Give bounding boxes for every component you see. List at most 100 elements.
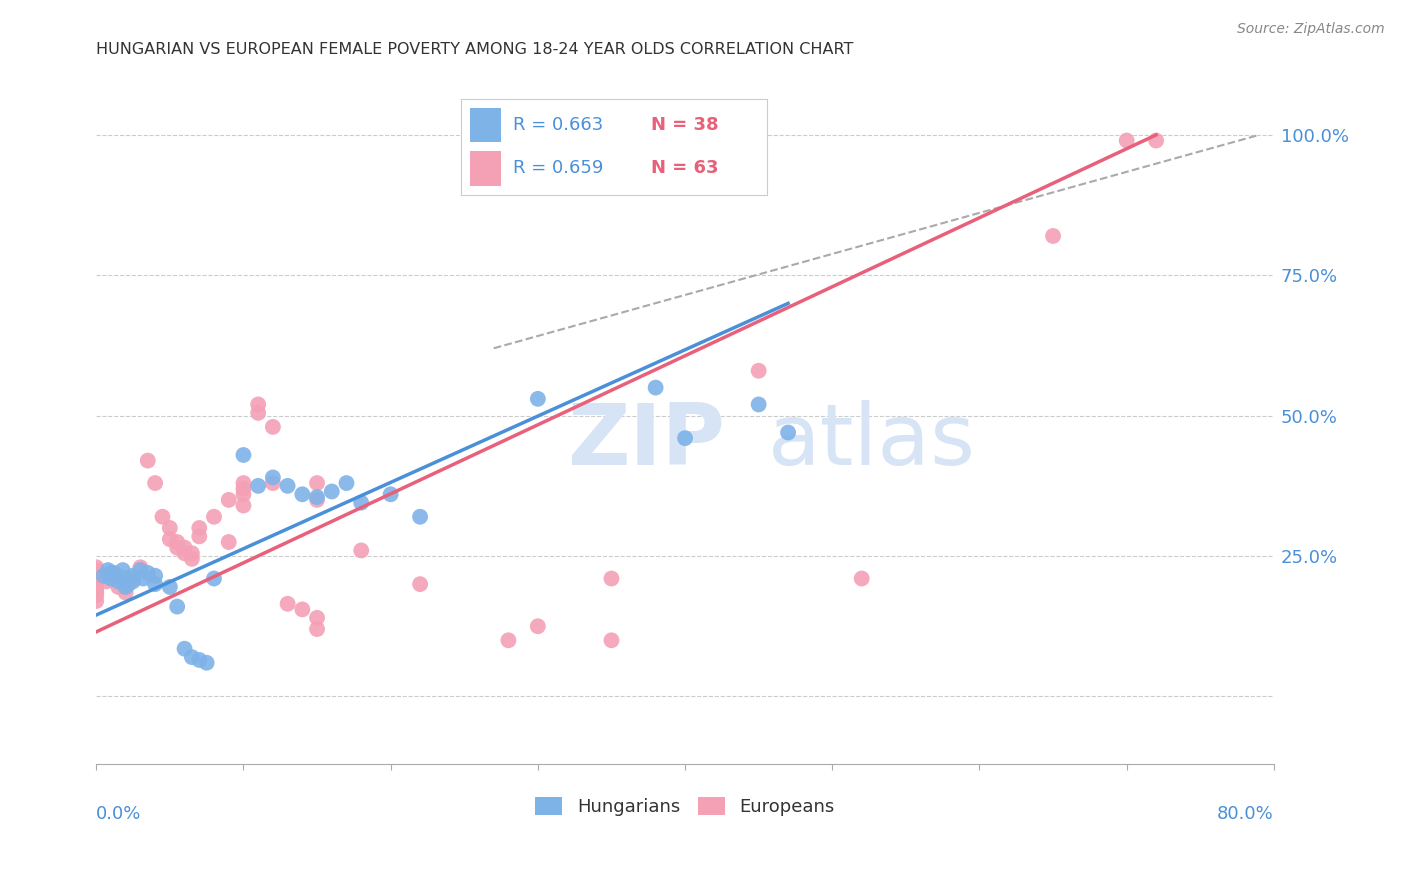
Point <box>84 585 107 599</box>
Point <box>673 431 696 445</box>
Text: Source: ZipAtlas.com: Source: ZipAtlas.com <box>1237 22 1385 37</box>
Point <box>114 580 136 594</box>
Point <box>262 420 284 434</box>
Text: 80.0%: 80.0% <box>1218 805 1274 823</box>
Point <box>84 563 107 577</box>
Point <box>111 563 134 577</box>
Point <box>107 580 129 594</box>
Point <box>232 476 254 491</box>
Point <box>1144 134 1167 148</box>
Point <box>291 487 314 501</box>
Point <box>498 633 520 648</box>
Point <box>247 479 270 493</box>
Point <box>166 541 188 555</box>
Point <box>166 599 188 614</box>
Point <box>143 476 166 491</box>
Point <box>600 572 623 586</box>
Point <box>305 622 328 636</box>
Point <box>84 582 107 597</box>
Point <box>107 568 129 582</box>
Point <box>107 574 129 589</box>
Point <box>350 496 373 510</box>
Legend: Hungarians, Europeans: Hungarians, Europeans <box>529 789 842 823</box>
Point <box>136 453 159 467</box>
Point <box>129 563 152 577</box>
Text: atlas: atlas <box>768 401 976 483</box>
Point <box>188 529 211 543</box>
Point <box>291 602 314 616</box>
Point <box>181 546 204 560</box>
Point <box>100 572 122 586</box>
Point <box>188 521 211 535</box>
Text: HUNGARIAN VS EUROPEAN FEMALE POVERTY AMONG 18-24 YEAR OLDS CORRELATION CHART: HUNGARIAN VS EUROPEAN FEMALE POVERTY AMO… <box>96 42 853 57</box>
Point <box>152 509 174 524</box>
Point <box>350 543 373 558</box>
Point <box>117 577 139 591</box>
Point <box>107 574 129 589</box>
Point <box>84 568 107 582</box>
Point <box>232 482 254 496</box>
Point <box>218 492 240 507</box>
Point <box>181 552 204 566</box>
Point <box>305 476 328 491</box>
Point <box>84 588 107 602</box>
Point <box>122 568 145 582</box>
Point <box>100 572 122 586</box>
Point <box>600 633 623 648</box>
Point <box>84 560 107 574</box>
Point <box>232 487 254 501</box>
Point <box>218 535 240 549</box>
Point <box>129 560 152 574</box>
Point <box>232 448 254 462</box>
Point <box>122 572 145 586</box>
Point <box>114 585 136 599</box>
Point <box>97 563 120 577</box>
Point <box>247 406 270 420</box>
Point <box>173 546 195 560</box>
Point <box>84 566 107 580</box>
Point <box>84 574 107 589</box>
Point <box>100 566 122 580</box>
Point <box>527 392 550 406</box>
Point <box>321 484 343 499</box>
Point <box>159 521 181 535</box>
Point <box>262 476 284 491</box>
Point <box>748 364 770 378</box>
Point <box>181 650 204 665</box>
Point <box>305 611 328 625</box>
Point <box>84 572 107 586</box>
Point <box>527 619 550 633</box>
Point <box>111 577 134 591</box>
Point <box>103 568 125 582</box>
Point <box>93 568 115 582</box>
Point <box>232 499 254 513</box>
Point <box>132 572 155 586</box>
Point <box>93 568 115 582</box>
Point <box>409 577 432 591</box>
Point <box>166 535 188 549</box>
Point <box>277 597 299 611</box>
Point <box>851 572 873 586</box>
Point <box>202 509 225 524</box>
Point <box>202 572 225 586</box>
Point <box>143 568 166 582</box>
Point <box>644 381 666 395</box>
Point <box>335 476 357 491</box>
Point <box>136 566 159 580</box>
Point <box>96 574 118 589</box>
Point <box>305 490 328 504</box>
Point <box>1042 229 1064 244</box>
Point <box>188 653 211 667</box>
Point <box>103 566 125 580</box>
Point <box>1115 134 1137 148</box>
Point <box>122 574 145 589</box>
Point <box>84 580 107 594</box>
Point <box>84 577 107 591</box>
Point <box>748 397 770 411</box>
Point <box>114 577 136 591</box>
Point <box>159 532 181 546</box>
Text: 0.0%: 0.0% <box>96 805 142 823</box>
Point <box>277 479 299 493</box>
Point <box>173 641 195 656</box>
Point <box>195 656 218 670</box>
